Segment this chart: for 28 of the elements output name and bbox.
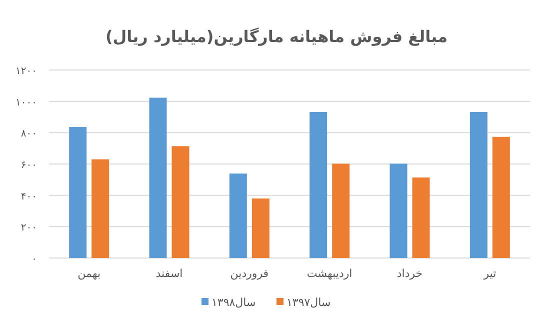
chart-title: مبالغ فروش ماهیانه مارگارین(میلیارد ریال) [105, 27, 448, 46]
x-tick-label: بهمن [78, 267, 101, 280]
x-tick-label: اردیبهشت [306, 267, 352, 280]
bar [332, 164, 350, 258]
x-tick-label: اسفند [156, 267, 183, 280]
x-tick-label: خرداد [396, 267, 423, 280]
bar [149, 98, 167, 258]
y-tick-label: ۶۰۰ [20, 160, 37, 171]
y-tick-label: ۴۰۰ [20, 191, 37, 202]
legend-label: سال۱۳۹۸ [212, 296, 256, 309]
y-tick-label: ۱۰۰۰ [16, 97, 37, 108]
bar [69, 127, 87, 258]
bar [492, 136, 510, 258]
y-tick-label: ۲۰۰ [20, 222, 37, 234]
y-tick-label: ۱۲۰۰ [16, 66, 37, 77]
bar [310, 112, 328, 258]
bar [172, 146, 190, 258]
bar [470, 112, 488, 258]
bar [229, 174, 247, 258]
bar [412, 177, 430, 258]
y-tick-label: ۰ [32, 254, 37, 265]
bar [92, 159, 110, 258]
legend-label: سال۱۳۹۷ [286, 296, 331, 309]
bar [390, 164, 408, 258]
bar [252, 198, 270, 258]
x-tick-label: فروردین [230, 267, 269, 280]
y-tick-label: ۸۰۰ [20, 128, 37, 140]
x-tick-label: تیر [482, 267, 496, 280]
